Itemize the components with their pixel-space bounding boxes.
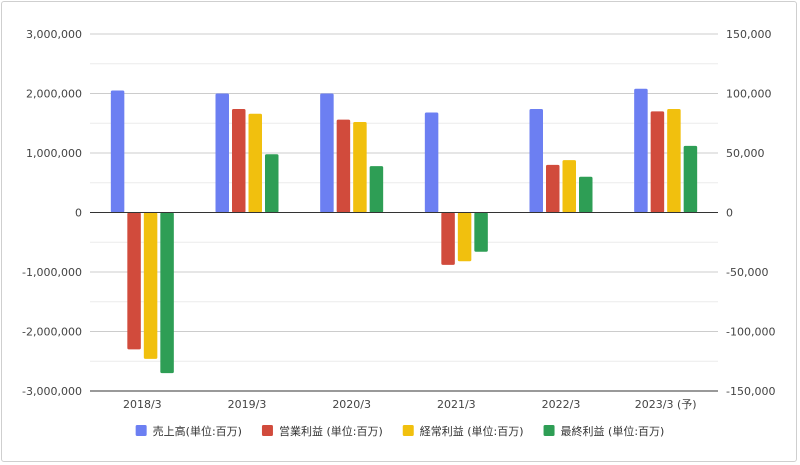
x-tick-label: 2020/3 (332, 398, 371, 411)
x-tick-label: 2022/3 (542, 398, 581, 411)
left-tick-label: -3,000,000 (22, 385, 82, 398)
bar-0-2 (320, 93, 334, 213)
bar-3-3 (474, 212, 488, 252)
right-tick-label: 150,000 (726, 28, 772, 41)
right-tick-label: -100,000 (726, 326, 775, 339)
bar-3-1 (265, 154, 279, 213)
bar-0-5 (634, 88, 648, 213)
bar-3-5 (683, 145, 698, 213)
left-axis-ticks: 3,000,000 2,000,000 1,000,000 0 -1,000,000 -2… (22, 28, 82, 398)
bar-1-2 (336, 119, 351, 213)
legend-item-1[interactable]: 営業利益 (単位:百万) (261, 424, 383, 438)
bar-2-0 (143, 212, 158, 359)
x-tick-label: 2019/3 (228, 398, 267, 411)
legend-label: 売上高(単位:百万) (153, 424, 242, 438)
bars (110, 88, 698, 374)
bar-1-3 (441, 212, 455, 265)
x-tick-label: 2023/3 (予) (635, 398, 697, 411)
x-tick-label: 2021/3 (437, 398, 476, 411)
bar-2-1 (248, 113, 262, 213)
legend-swatch (135, 425, 147, 436)
left-tick-label: 2,000,000 (26, 88, 82, 101)
legend-item-2[interactable]: 経常利益 (単位:百万) (402, 424, 524, 438)
left-tick-label: 0 (75, 207, 82, 220)
left-tick-label: 1,000,000 (26, 147, 82, 160)
x-axis-ticks: 2018/3 2019/3 2020/3 2021/3 2022/3 2023/3 (予) (123, 398, 697, 411)
bar-2-5 (667, 108, 681, 213)
bar-1-0 (127, 212, 141, 350)
bar-2-2 (353, 122, 367, 213)
left-tick-label: -2,000,000 (22, 326, 82, 339)
legend-label: 最終利益 (単位:百万) (561, 424, 665, 438)
bar-1-4 (546, 164, 560, 213)
bar-0-4 (529, 108, 543, 213)
bar-3-2 (369, 166, 384, 213)
legend-item-0[interactable]: 売上高(単位:百万) (135, 424, 242, 438)
right-axis-ticks: 150,000 100,000 50,000 0 -50,000 -100,000 -150… (726, 28, 775, 398)
left-tick-label: 3,000,000 (26, 28, 82, 41)
x-tick-label: 2018/3 (123, 398, 162, 411)
axes (90, 212, 718, 392)
bar-0-1 (215, 93, 229, 213)
bar-2-4 (562, 160, 576, 213)
legend-swatch (402, 425, 414, 436)
bar-0-0 (110, 90, 125, 213)
bar-2-3 (457, 212, 472, 262)
legend-label: 経常利益 (単位:百万) (420, 424, 524, 438)
legend-swatch (261, 425, 273, 436)
right-tick-label: 100,000 (726, 88, 772, 101)
right-tick-label: -50,000 (726, 266, 768, 279)
right-tick-label: 50,000 (726, 147, 765, 160)
bar-0-3 (424, 112, 439, 213)
legend: 売上高(単位:百万) 営業利益 (単位:百万) 経常利益 (単位:百万) 最終利益 (… (135, 424, 665, 438)
grid-lines (90, 33, 718, 392)
bar-3-4 (579, 176, 593, 213)
right-tick-label: 0 (726, 207, 733, 220)
legend-label: 営業利益 (単位:百万) (279, 424, 383, 438)
left-tick-label: -1,000,000 (22, 266, 82, 279)
legend-item-3[interactable]: 最終利益 (単位:百万) (543, 424, 665, 438)
bar-3-0 (160, 212, 174, 374)
bar-1-5 (650, 111, 665, 213)
right-tick-label: -150,000 (726, 385, 775, 398)
legend-swatch (543, 425, 555, 436)
bar-1-1 (232, 108, 246, 213)
